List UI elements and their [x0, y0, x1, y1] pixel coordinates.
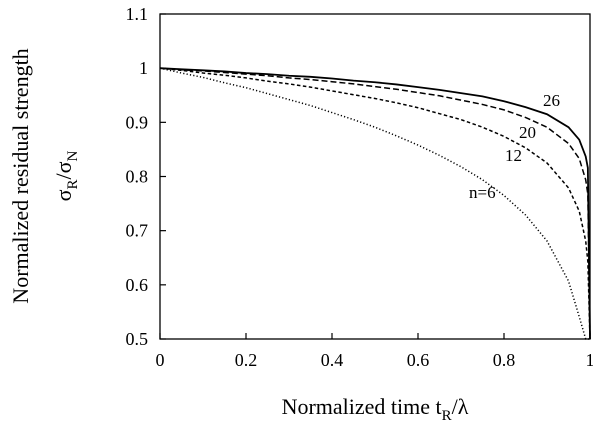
- plot-frame: [159, 13, 591, 340]
- y-axis-symbol: σR/σN: [51, 150, 81, 201]
- series-line-20: [159, 67, 591, 340]
- curve-label: n=6: [469, 183, 496, 202]
- curve-label: 26: [543, 91, 560, 110]
- y-tick-labels: 0.5 0.6 0.7 0.8 0.9 1 1.1: [126, 4, 149, 349]
- y-tick-label: 0.6: [126, 275, 149, 295]
- curve-label: 20: [519, 123, 536, 142]
- y-axis-title: Normalized residual strength: [8, 48, 33, 303]
- curve-labels: 26 20 12 n=6: [469, 91, 560, 202]
- series-line-26: [159, 67, 591, 340]
- series-line-12: [159, 67, 591, 340]
- x-tick-label: 0.6: [407, 350, 430, 370]
- x-axis-title: Normalized time tR/λ: [282, 394, 469, 424]
- tick-marks: [159, 13, 591, 340]
- x-tick-label: 0.4: [321, 350, 344, 370]
- series-line-n-6: [159, 67, 590, 340]
- y-tick-label: 0.7: [126, 221, 149, 241]
- x-tick-label: 0.8: [493, 350, 516, 370]
- x-tick-label: 0: [156, 350, 165, 370]
- y-tick-label: 1: [139, 58, 148, 78]
- y-tick-label: 0.5: [126, 329, 149, 349]
- y-tick-label: 0.8: [126, 167, 149, 187]
- x-tick-labels: 0 0.2 0.4 0.6 0.8 1: [156, 350, 593, 370]
- y-tick-label: 0.9: [126, 112, 149, 132]
- x-tick-label: 0.2: [235, 350, 258, 370]
- curve-label: 12: [505, 146, 522, 165]
- curves: [159, 67, 591, 340]
- y-tick-label: 1.1: [126, 4, 149, 24]
- x-tick-label: 1: [586, 350, 593, 370]
